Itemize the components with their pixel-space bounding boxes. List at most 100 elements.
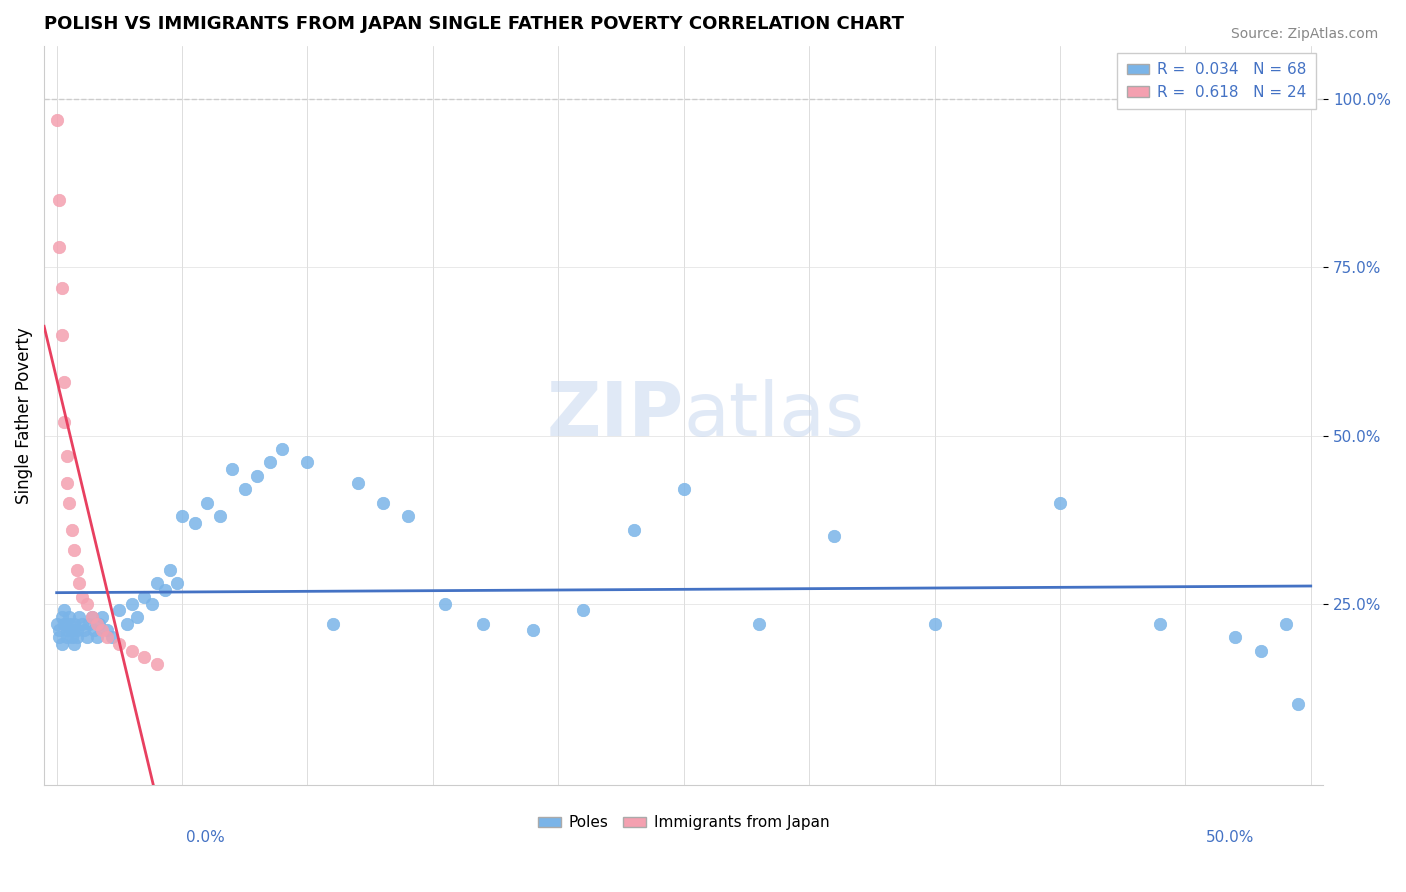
Point <box>434 597 457 611</box>
Text: ZIP: ZIP <box>547 379 683 452</box>
Point <box>623 523 645 537</box>
Point <box>63 637 86 651</box>
Point <box>48 240 70 254</box>
Point <box>70 616 93 631</box>
Point <box>96 630 118 644</box>
Point <box>121 643 143 657</box>
Point <box>522 624 544 638</box>
Point <box>60 630 83 644</box>
Point <box>183 516 205 530</box>
Point <box>246 468 269 483</box>
Point <box>60 523 83 537</box>
Text: POLISH VS IMMIGRANTS FROM JAPAN SINGLE FATHER POVERTY CORRELATION CHART: POLISH VS IMMIGRANTS FROM JAPAN SINGLE F… <box>44 15 904 33</box>
Text: 50.0%: 50.0% <box>1206 830 1254 845</box>
Point <box>108 603 131 617</box>
Point <box>86 616 108 631</box>
Point <box>1225 630 1247 644</box>
Point <box>572 603 595 617</box>
Point <box>141 597 163 611</box>
Point <box>45 112 67 127</box>
Point <box>63 616 86 631</box>
Point <box>67 576 90 591</box>
Point <box>55 475 77 490</box>
Point <box>77 616 100 631</box>
Point <box>53 415 76 429</box>
Text: Source: ZipAtlas.com: Source: ZipAtlas.com <box>1230 27 1378 41</box>
Point <box>134 590 156 604</box>
Y-axis label: Single Father Poverty: Single Father Poverty <box>15 327 32 504</box>
Point <box>1049 496 1071 510</box>
Point <box>66 563 89 577</box>
Point <box>53 603 76 617</box>
Point <box>70 590 93 604</box>
Point <box>166 576 188 591</box>
Point <box>80 610 103 624</box>
Point <box>672 483 695 497</box>
Point <box>823 529 845 543</box>
Point <box>55 624 77 638</box>
Point <box>346 475 368 490</box>
Point <box>76 597 98 611</box>
Text: 0.0%: 0.0% <box>187 830 225 845</box>
Point <box>146 576 169 591</box>
Point <box>51 280 73 294</box>
Point <box>51 610 73 624</box>
Point <box>1250 643 1272 657</box>
Point <box>45 616 67 631</box>
Point <box>134 650 156 665</box>
Point <box>170 509 193 524</box>
Point <box>371 496 394 510</box>
Point <box>53 616 76 631</box>
Point <box>51 327 73 342</box>
Point <box>48 630 70 644</box>
Point <box>259 455 281 469</box>
Point <box>58 616 80 631</box>
Legend: Poles, Immigrants from Japan: Poles, Immigrants from Japan <box>531 809 835 837</box>
Point <box>73 624 96 638</box>
Point <box>51 637 73 651</box>
Point <box>48 194 70 208</box>
Point <box>208 509 231 524</box>
Point <box>1149 616 1171 631</box>
Point <box>53 375 76 389</box>
Point <box>83 624 105 638</box>
Point <box>67 610 90 624</box>
Point <box>63 542 86 557</box>
Point <box>115 616 138 631</box>
Point <box>1286 698 1309 712</box>
Point <box>159 563 181 577</box>
Point <box>1274 616 1296 631</box>
Text: atlas: atlas <box>683 379 865 452</box>
Point <box>48 624 70 638</box>
Point <box>125 610 148 624</box>
Point <box>472 616 495 631</box>
Point <box>146 657 169 672</box>
Point <box>748 616 770 631</box>
Point <box>96 624 118 638</box>
Point <box>58 610 80 624</box>
Point <box>322 616 344 631</box>
Point <box>89 616 111 631</box>
Point <box>396 509 419 524</box>
Point <box>76 630 98 644</box>
Point <box>58 496 80 510</box>
Point <box>90 610 112 624</box>
Point <box>60 624 83 638</box>
Point <box>271 442 294 456</box>
Point <box>80 610 103 624</box>
Point <box>153 583 176 598</box>
Point <box>924 616 946 631</box>
Point <box>86 630 108 644</box>
Point <box>101 630 124 644</box>
Point <box>55 630 77 644</box>
Point <box>66 624 89 638</box>
Point <box>195 496 218 510</box>
Point <box>221 462 243 476</box>
Point <box>297 455 319 469</box>
Point <box>66 630 89 644</box>
Point <box>90 624 112 638</box>
Point <box>121 597 143 611</box>
Point <box>55 449 77 463</box>
Point <box>108 637 131 651</box>
Point <box>233 483 256 497</box>
